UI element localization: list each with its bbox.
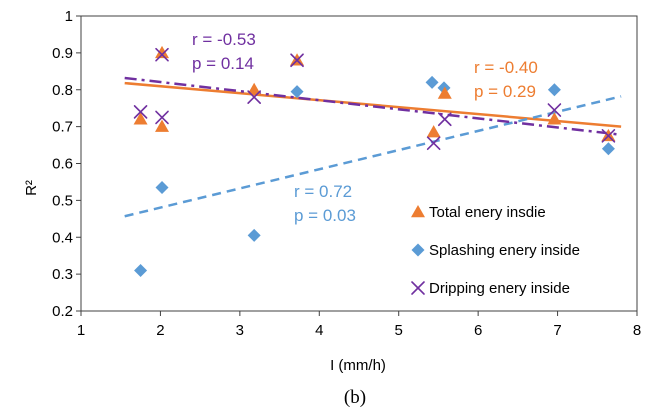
legend-marker: [411, 243, 425, 257]
y-tick-label: 1: [65, 8, 73, 25]
data-point: [155, 47, 169, 62]
trend-line: [124, 81, 622, 128]
annotations: r = -0.40 p = 0.29 r = 0.72 p = 0.03 r = -0.…: [192, 30, 538, 225]
x-marker-stroke: [155, 110, 169, 125]
legend-marker: [411, 281, 425, 295]
x-marker-stroke: [547, 103, 562, 117]
trend-line: [124, 95, 622, 218]
correlation-annotation: r = 0.72: [294, 182, 352, 201]
x-tick-label: 4: [315, 322, 323, 339]
correlation-annotation: p = 0.03: [294, 206, 356, 225]
y-axis-title: R²: [23, 180, 40, 196]
plot-area: [80, 15, 638, 312]
data-point: [547, 112, 562, 125]
data-point: [133, 112, 148, 125]
y-tick-label: 0.9: [52, 45, 73, 62]
y-tick-label: 0.2: [52, 303, 73, 320]
data-point: [247, 82, 262, 95]
y-tick-label: 0.3: [52, 266, 73, 283]
x-tick-label: 1: [77, 322, 85, 339]
data-point: [290, 53, 304, 68]
data-point: [155, 180, 169, 194]
x-marker-stroke: [133, 105, 148, 119]
x-marker-stroke: [601, 129, 616, 143]
data-point: [547, 103, 562, 117]
correlation-annotation: p = 0.29: [474, 82, 536, 101]
plot-frame: [80, 15, 638, 312]
axis-ticks: 1 2 3 4 5 6 7 8 0.2 0.3 0.4 0.5 0.6 0.7 0.8 0.9 1: [52, 8, 641, 339]
data-point: [437, 86, 452, 99]
correlation-annotation: r = -0.40: [474, 58, 538, 77]
data-point: [155, 119, 170, 132]
data-point: [290, 85, 304, 99]
correlation-annotation: r = -0.53: [192, 30, 256, 49]
x-tick-label: 5: [395, 322, 403, 339]
legend-marker: [411, 205, 425, 218]
figure-caption: (b): [344, 387, 366, 408]
y-tick-label: 0.7: [52, 119, 73, 136]
x-axis-title: I (mm/h): [330, 357, 386, 374]
x-marker-stroke: [411, 281, 425, 295]
y-tick-label: 0.8: [52, 82, 73, 99]
data-point: [437, 112, 452, 127]
y-tick-label: 0.6: [52, 156, 73, 173]
data-point: [425, 75, 439, 89]
x-marker-stroke: [437, 112, 452, 127]
data-point: [155, 45, 170, 59]
x-tick-label: 3: [236, 322, 244, 339]
x-tick-label: 2: [156, 322, 164, 339]
trend-lines: [124, 76, 622, 218]
data-point: [547, 83, 561, 97]
legend: Total enery insdie Splashing enery inside…: [411, 204, 580, 297]
x-tick-label: 8: [633, 322, 641, 339]
trend-line: [124, 76, 622, 136]
x-marker-stroke: [155, 47, 169, 62]
x-tick-label: 7: [553, 322, 561, 339]
data-point: [247, 90, 261, 104]
legend-label: Dripping enery inside: [429, 280, 570, 297]
data-point: [601, 142, 615, 156]
data-point: [133, 105, 148, 119]
y-tick-label: 0.5: [52, 192, 73, 209]
data-point: [247, 228, 261, 242]
legend-label: Total enery insdie: [429, 204, 546, 221]
data-point: [426, 136, 441, 151]
data-point: [134, 263, 148, 277]
data-point: [155, 110, 169, 125]
correlation-annotation: p = 0.14: [192, 54, 254, 73]
x-marker-stroke: [426, 136, 441, 151]
x-marker-stroke: [290, 53, 304, 68]
data-markers: [133, 45, 616, 277]
legend-label: Splashing enery inside: [429, 242, 580, 259]
y-tick-label: 0.4: [52, 229, 73, 246]
data-point: [601, 129, 616, 143]
x-tick-label: 6: [474, 322, 482, 339]
data-point: [426, 125, 441, 138]
x-marker-stroke: [247, 90, 261, 104]
